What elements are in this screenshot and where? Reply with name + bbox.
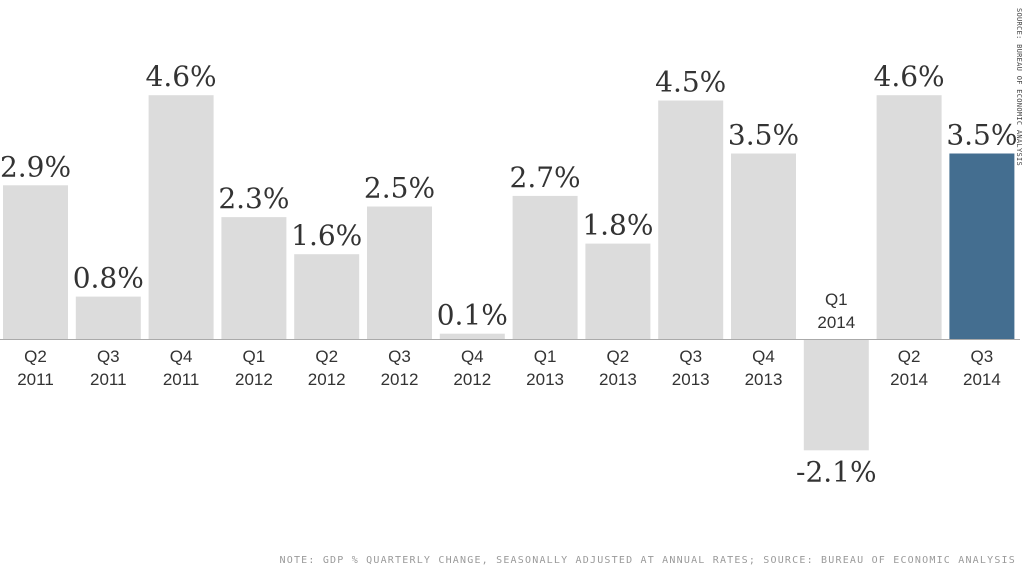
value-label-9: 4.5%: [655, 66, 726, 99]
category-label-4-year: 2012: [308, 370, 346, 389]
category-label-13-quarter: Q3: [971, 347, 994, 366]
bar-1: [75, 296, 141, 339]
value-label-8: 1.8%: [582, 209, 653, 242]
bar-6: [439, 333, 505, 339]
category-label-7-year: 2013: [526, 370, 564, 389]
value-label-1: 0.8%: [73, 262, 144, 295]
category-label-6-year: 2012: [453, 370, 491, 389]
value-label-5: 2.5%: [364, 172, 435, 205]
bar-12: [876, 95, 942, 339]
category-label-5-year: 2012: [381, 370, 419, 389]
category-label-6-quarter: Q4: [461, 347, 484, 366]
category-label-0-year: 2011: [17, 370, 54, 389]
value-label-4: 1.6%: [291, 219, 362, 252]
bar-4: [294, 254, 360, 339]
category-label-12-year: 2014: [890, 370, 928, 389]
category-label-8-year: 2013: [599, 370, 637, 389]
category-label-13-year: 2014: [963, 370, 1001, 389]
category-label-10-year: 2013: [745, 370, 783, 389]
category-label-9-quarter: Q3: [679, 347, 702, 366]
category-label-9-year: 2013: [672, 370, 710, 389]
value-label-11: -2.1%: [796, 455, 877, 488]
value-label-0: 2.9%: [0, 150, 71, 183]
value-label-7: 2.7%: [510, 161, 581, 194]
category-label-12-quarter: Q2: [898, 347, 921, 366]
bar-2: [148, 95, 214, 339]
value-label-10: 3.5%: [728, 119, 799, 152]
value-label-3: 2.3%: [218, 182, 289, 215]
category-label-3-year: 2012: [235, 370, 273, 389]
bar-13: [949, 153, 1015, 339]
category-label-8-quarter: Q2: [607, 347, 630, 366]
category-label-2-quarter: Q4: [170, 347, 193, 366]
category-label-10-quarter: Q4: [752, 347, 775, 366]
category-label-3-quarter: Q1: [243, 347, 266, 366]
value-label-12: 4.6%: [874, 60, 945, 93]
side-source-note: Source: Bureau of Economic Analysis: [1015, 8, 1023, 167]
category-label-2-year: 2011: [163, 370, 200, 389]
bar-10: [731, 153, 796, 339]
bar-7: [512, 195, 578, 339]
value-label-13: 3.5%: [946, 119, 1017, 152]
category-label-4-quarter: Q2: [315, 347, 338, 366]
bar-8: [585, 243, 651, 339]
category-label-5-quarter: Q3: [388, 347, 411, 366]
bar-0: [3, 185, 68, 339]
bar-11: [803, 339, 869, 451]
bar-5: [367, 206, 432, 339]
category-label-1-year: 2011: [90, 370, 127, 389]
category-label-7-quarter: Q1: [534, 347, 557, 366]
value-label-6: 0.1%: [437, 299, 508, 332]
bar-9: [658, 100, 724, 339]
category-label-0-quarter: Q2: [24, 347, 47, 366]
chart-footnote: Note: GDP % quarterly change, seasonally…: [279, 555, 1016, 566]
bar-3: [221, 217, 287, 339]
category-label-11-year: 2014: [817, 313, 855, 332]
category-label-1-quarter: Q3: [97, 347, 120, 366]
value-label-2: 4.6%: [146, 60, 217, 93]
category-label-11-quarter: Q1: [825, 290, 848, 309]
